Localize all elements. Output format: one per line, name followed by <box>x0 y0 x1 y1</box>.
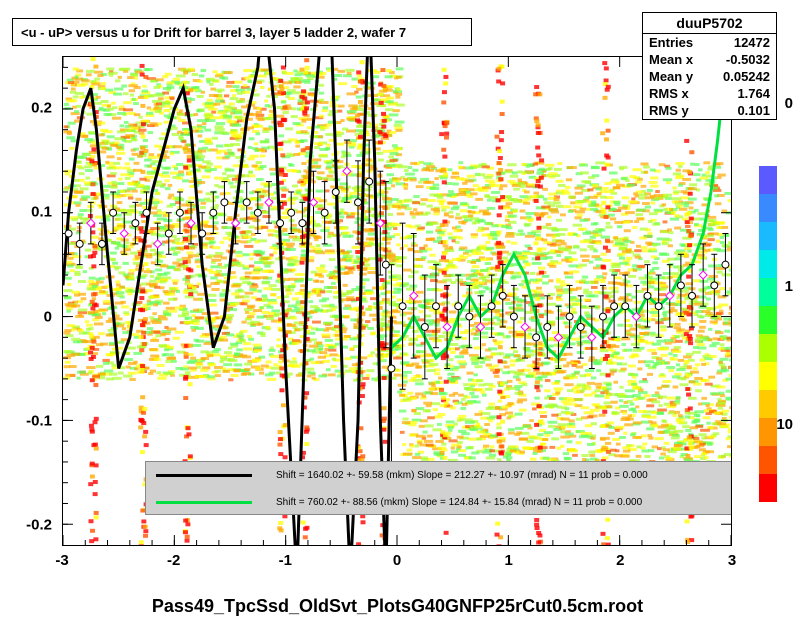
legend-row: Shift = 1640.02 +- 59.58 (mkm) Slope = 2… <box>146 462 732 489</box>
colorbar-segment <box>759 166 777 194</box>
stats-meanx-row: Mean x -0.5032 <box>643 51 776 68</box>
x-tick-label: 1 <box>504 552 512 569</box>
stats-rmsx-value: 1.764 <box>737 86 770 101</box>
colorbar-segment <box>759 306 777 334</box>
stats-rmsx-row: RMS x 1.764 <box>643 85 776 102</box>
colorbar-segment <box>759 334 777 362</box>
stats-meany-row: Mean y 0.05242 <box>643 68 776 85</box>
y-tick-label: -0.2 <box>26 517 52 534</box>
colorbar-segment <box>759 250 777 278</box>
colorbar-segment <box>759 446 777 474</box>
x-tick-label: 0 <box>393 552 401 569</box>
x-tick-label: 3 <box>728 552 736 569</box>
x-tick-label: -1 <box>279 552 292 569</box>
stats-rmsx-label: RMS x <box>649 86 689 101</box>
legend-text: Shift = 1640.02 +- 59.58 (mkm) Slope = 2… <box>276 470 648 481</box>
legend-text: Shift = 760.02 +- 88.56 (mkm) Slope = 12… <box>276 497 642 508</box>
y-tick-label: 0.1 <box>31 204 52 221</box>
colorbar-segment <box>759 362 777 390</box>
colorbar-segment <box>759 390 777 418</box>
y-tick-label: 0 <box>44 308 52 325</box>
z-axis-extra: 0 <box>785 95 793 112</box>
x-axis: -3-2-10123 <box>62 552 732 576</box>
stats-box: duuP5702 Entries 12472 Mean x -0.5032 Me… <box>642 12 777 120</box>
legend-row: Shift = 760.02 +- 88.56 (mkm) Slope = 12… <box>146 489 732 516</box>
colorbar <box>759 166 777 546</box>
colorbar-segment <box>759 474 777 502</box>
y-axis: -0.2 -0.1 0 0.1 0.2 <box>0 56 58 546</box>
stats-entries-value: 12472 <box>734 35 770 50</box>
stats-rmsy-row: RMS y 0.101 <box>643 102 776 119</box>
stats-meany-label: Mean y <box>649 69 693 84</box>
colorbar-segment <box>759 278 777 306</box>
stats-meany-value: 0.05242 <box>723 69 770 84</box>
y-tick-label: -0.1 <box>26 412 52 429</box>
colorbar-label-1: 1 <box>785 278 793 295</box>
legend-line <box>156 474 252 477</box>
stats-name: duuP5702 <box>643 13 776 34</box>
colorbar-segment <box>759 222 777 250</box>
stats-entries-label: Entries <box>649 35 693 50</box>
bottom-title: Pass49_TpcSsd_OldSvt_PlotsG40GNFP25rCut0… <box>0 596 795 617</box>
chart-container: <u - uP> versus u for Drift for barrel 3… <box>0 0 795 625</box>
x-tick-label: -2 <box>167 552 180 569</box>
plot-area: Shift = 1640.02 +- 59.58 (mkm) Slope = 2… <box>62 56 732 546</box>
legend-line <box>156 501 252 504</box>
chart-title-box: <u - uP> versus u for Drift for barrel 3… <box>12 18 472 46</box>
stats-entries-row: Entries 12472 <box>643 34 776 51</box>
x-tick-label: -3 <box>55 552 68 569</box>
stats-rmsy-value: 0.101 <box>737 103 770 118</box>
stats-meanx-value: -0.5032 <box>726 52 770 67</box>
colorbar-segment <box>759 418 777 446</box>
colorbar-label-2: 10 <box>776 416 793 433</box>
stats-meanx-label: Mean x <box>649 52 693 67</box>
y-tick-label: 0.2 <box>31 100 52 117</box>
colorbar-segment <box>759 502 777 546</box>
chart-title: <u - uP> versus u for Drift for barrel 3… <box>21 25 406 40</box>
legend-box: Shift = 1640.02 +- 59.58 (mkm) Slope = 2… <box>145 461 732 515</box>
x-tick-label: 2 <box>616 552 624 569</box>
stats-rmsy-label: RMS y <box>649 103 689 118</box>
colorbar-segment <box>759 194 777 222</box>
